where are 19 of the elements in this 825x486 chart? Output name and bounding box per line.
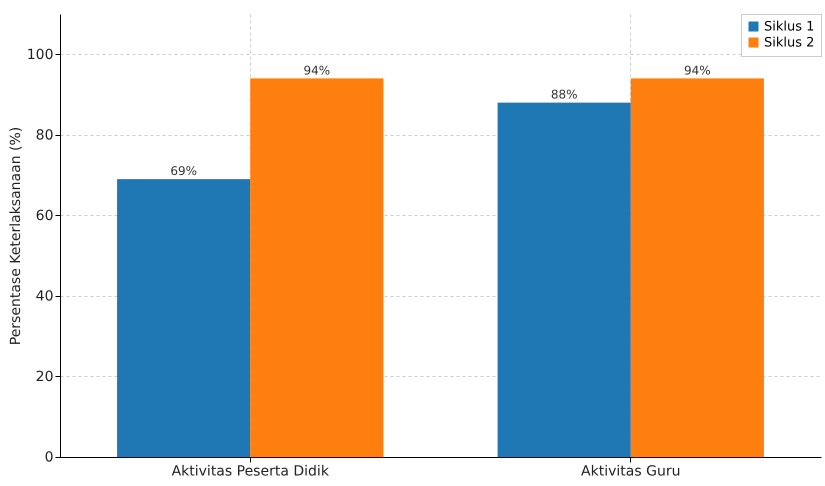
data-label: 88% [550, 88, 578, 102]
y-tick-label: 80 [36, 127, 54, 144]
y-axis-title: Persentase Keterlaksanaan (%) [8, 126, 24, 346]
y-tick-label: 0 [44, 450, 54, 466]
bar [630, 78, 764, 457]
bar [498, 102, 631, 457]
bar [250, 78, 384, 457]
legend-label: Siklus 2 [764, 36, 814, 50]
data-label: 94% [304, 63, 330, 78]
x-tick-label: Aktivitas Guru [581, 464, 680, 480]
y-tick-label: 100 [26, 46, 54, 63]
bar [117, 179, 250, 457]
y-tick-label: 20 [36, 368, 54, 385]
y-tick-label: 40 [36, 288, 54, 304]
y-tick-label: 60 [36, 208, 54, 224]
data-label: 94% [684, 63, 711, 78]
legend-label: Siklus 1 [764, 20, 814, 34]
x-tick-label: Aktivitas Peserta Didik [172, 464, 330, 480]
data-label: 69% [170, 164, 197, 178]
